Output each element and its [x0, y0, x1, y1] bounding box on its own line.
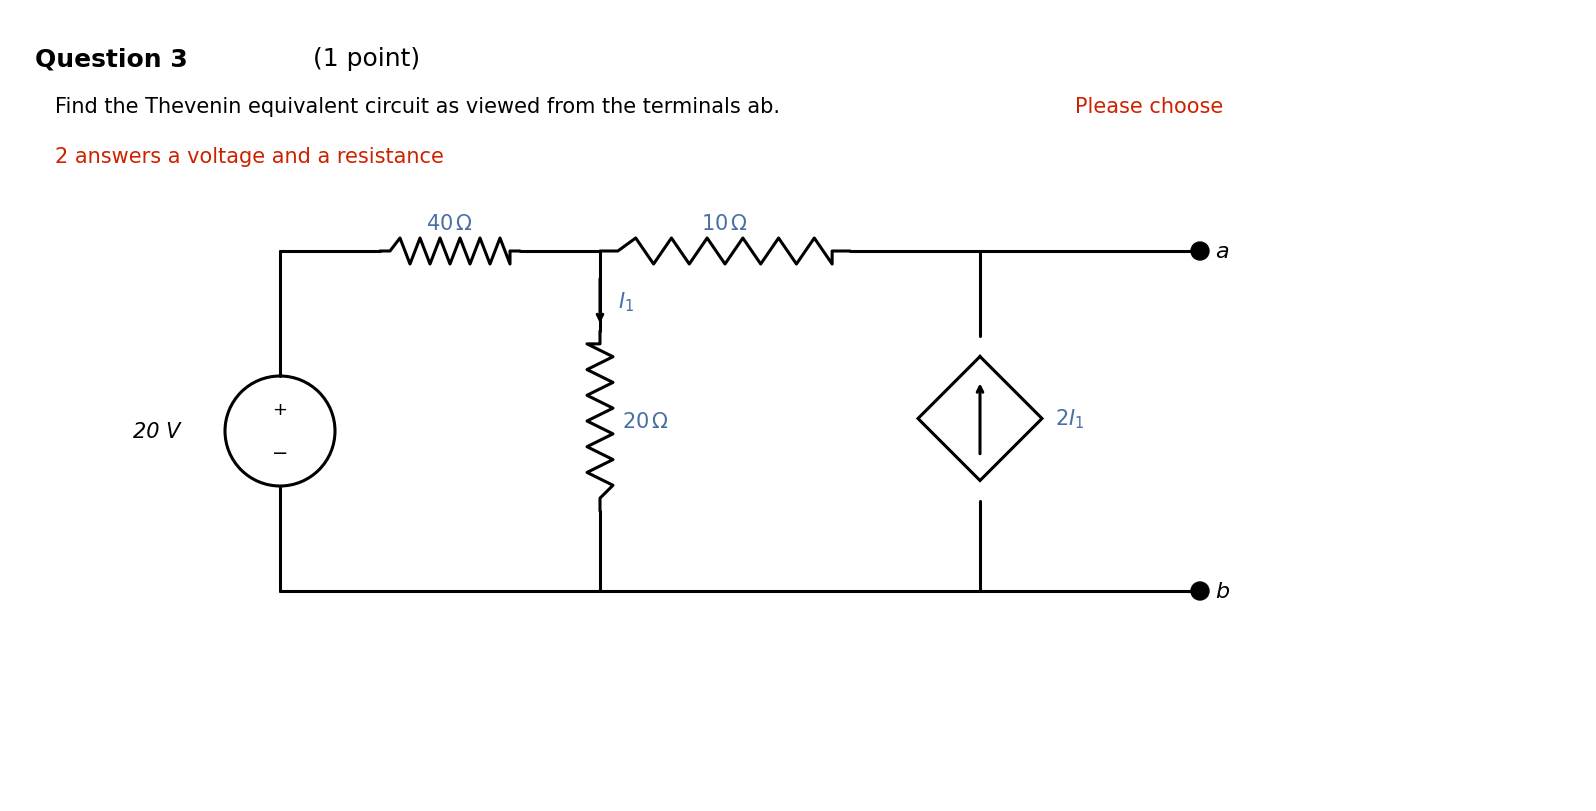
Text: $10\,\Omega$: $10\,\Omega$	[702, 214, 749, 234]
Text: $40\,\Omega$: $40\,\Omega$	[426, 214, 474, 234]
Text: 20 V: 20 V	[132, 422, 180, 441]
Text: Please choose: Please choose	[1076, 97, 1223, 117]
Text: $a$: $a$	[1215, 242, 1229, 262]
Text: $2I_1$: $2I_1$	[1055, 407, 1084, 431]
Text: (1 point): (1 point)	[305, 47, 420, 71]
Text: $b$: $b$	[1215, 581, 1231, 601]
Circle shape	[1191, 582, 1210, 600]
Text: $I_1$: $I_1$	[618, 290, 634, 313]
Text: $20\,\Omega$: $20\,\Omega$	[622, 411, 669, 431]
Text: −: −	[271, 444, 289, 463]
Text: Question 3: Question 3	[35, 47, 188, 71]
Text: +: +	[273, 401, 287, 418]
Text: 2 answers a voltage and a resistance: 2 answers a voltage and a resistance	[54, 147, 444, 167]
Circle shape	[1191, 242, 1210, 260]
Text: Find the Thevenin equivalent circuit as viewed from the terminals ab.: Find the Thevenin equivalent circuit as …	[54, 97, 787, 117]
